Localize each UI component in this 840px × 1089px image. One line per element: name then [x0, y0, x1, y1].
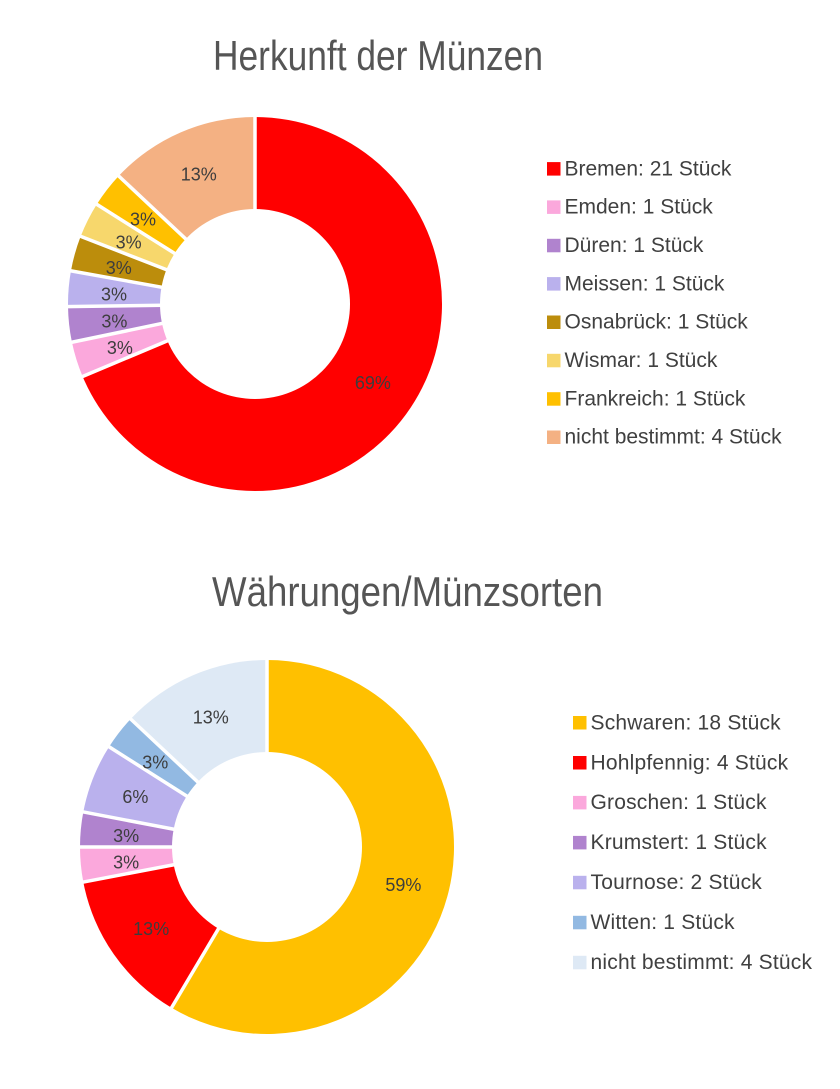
svg-text:Frankreich: 1 Stück: Frankreich: 1 Stück: [565, 387, 746, 410]
svg-text:Tournose: 2 Stück: Tournose: 2 Stück: [591, 871, 763, 894]
svg-text:3%: 3%: [101, 312, 127, 332]
svg-text:nicht bestimmt: 4 Stück: nicht bestimmt: 4 Stück: [565, 426, 783, 449]
svg-text:Witten: 1 Stück: Witten: 1 Stück: [591, 911, 736, 934]
svg-text:Hohlpfennig: 4 Stück: Hohlpfennig: 4 Stück: [591, 751, 789, 774]
svg-text:3%: 3%: [113, 852, 139, 872]
svg-text:Bremen: 21 Stück: Bremen: 21 Stück: [565, 157, 732, 180]
svg-text:Emden: 1 Stück: Emden: 1 Stück: [565, 196, 714, 219]
svg-text:13%: 13%: [193, 708, 229, 728]
svg-text:Osnabrück: 1 Stück: Osnabrück: 1 Stück: [565, 311, 749, 334]
svg-text:3%: 3%: [130, 210, 156, 230]
svg-text:13%: 13%: [133, 919, 169, 939]
svg-text:69%: 69%: [355, 373, 391, 393]
svg-text:Währungen/Münzsorten: Währungen/Münzsorten: [212, 568, 603, 615]
svg-text:59%: 59%: [385, 875, 421, 895]
svg-text:3%: 3%: [113, 826, 139, 846]
svg-text:3%: 3%: [101, 285, 127, 305]
svg-text:3%: 3%: [106, 258, 132, 278]
svg-text:3%: 3%: [116, 233, 142, 253]
svg-text:3%: 3%: [142, 752, 168, 772]
svg-text:Herkunft der Münzen: Herkunft der Münzen: [213, 32, 543, 79]
svg-text:Krumstert: 1 Stück: Krumstert: 1 Stück: [591, 831, 768, 854]
svg-text:nicht bestimmt: 4 Stück: nicht bestimmt: 4 Stück: [591, 951, 813, 974]
svg-text:Wismar: 1 Stück: Wismar: 1 Stück: [565, 349, 718, 372]
svg-text:Schwaren: 18 Stück: Schwaren: 18 Stück: [591, 711, 782, 734]
svg-text:13%: 13%: [181, 165, 217, 185]
svg-text:Groschen: 1 Stück: Groschen: 1 Stück: [591, 791, 767, 814]
svg-text:6%: 6%: [122, 787, 148, 807]
svg-text:Düren: 1 Stück: Düren: 1 Stück: [565, 234, 704, 257]
svg-text:3%: 3%: [107, 338, 133, 358]
svg-text:Meissen: 1 Stück: Meissen: 1 Stück: [565, 272, 725, 295]
